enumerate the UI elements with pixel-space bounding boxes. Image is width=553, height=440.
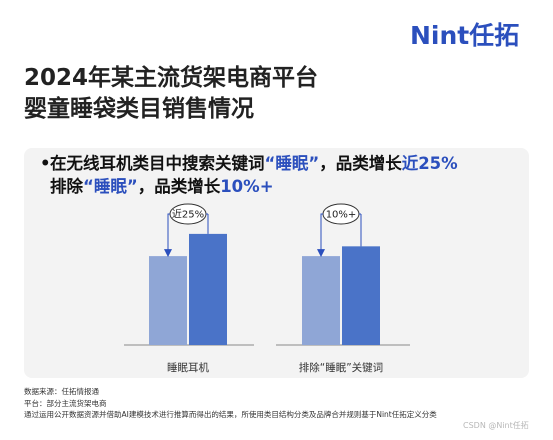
headline-2-value: 10%+ [220, 177, 274, 196]
headline-2-mid: ，品类增长 [137, 177, 221, 196]
watermark: CSDN @Nint任拓 [463, 421, 529, 430]
growth-arrow-1 [164, 213, 172, 258]
footer-source: 数据来源：任拓情报通 [24, 387, 99, 396]
headline-1-prefix: 在无线耳机类目中搜索关键词 [50, 154, 265, 173]
headline-line-1: •在无线耳机类目中搜索关键词“睡眠”，品类增长近25% [40, 152, 458, 175]
headline-2-prefix: 排除 [50, 177, 83, 196]
category-label-2: 排除“睡眠”关键词 [299, 361, 383, 374]
title-line-2: 婴童睡袋类目销售情况 [24, 96, 254, 122]
category-label-1: 睡眠耳机 [167, 361, 209, 374]
bar-2-baseline [302, 256, 340, 345]
footer-platform: 平台：部分主流货架电商 [24, 398, 107, 408]
bar-2-growth [342, 246, 380, 345]
growth-arrow-2 [317, 213, 325, 258]
headline-line-2: 排除“睡眠”，品类增长10%+ [40, 175, 458, 198]
title-line-1: 2024年某主流货架电商平台 [24, 65, 319, 91]
annotation-label-1: 近25% [172, 208, 204, 221]
headline: •在无线耳机类目中搜索关键词“睡眠”，品类增长近25% 排除“睡眠”，品类增长1… [40, 152, 458, 198]
headline-1-mid: ，品类增长 [319, 154, 402, 173]
headline-1-keyword: “睡眠” [264, 154, 320, 173]
bar-1-growth [189, 233, 227, 345]
bullet-icon: • [40, 154, 51, 173]
headline-2-keyword: “睡眠” [83, 177, 138, 196]
footer-note: 通过运用公开数据资源并借助AI建模技术进行推算而得出的结果，所使用类目结构分类及… [24, 410, 437, 419]
headline-1-value: 近25% [401, 154, 458, 173]
annotation-label-2: 10%+ [326, 210, 357, 221]
bar-1-baseline [149, 256, 187, 345]
page-title: 2024年某主流货架电商平台 婴童睡袋类目销售情况 [24, 63, 318, 125]
footer: 数据来源：任拓情报通 平台：部分主流货架电商 通过运用公开数据资源并借助AI建模… [24, 386, 437, 421]
nint-logo: Nint任拓 [410, 21, 520, 50]
chart-panel [24, 148, 529, 378]
